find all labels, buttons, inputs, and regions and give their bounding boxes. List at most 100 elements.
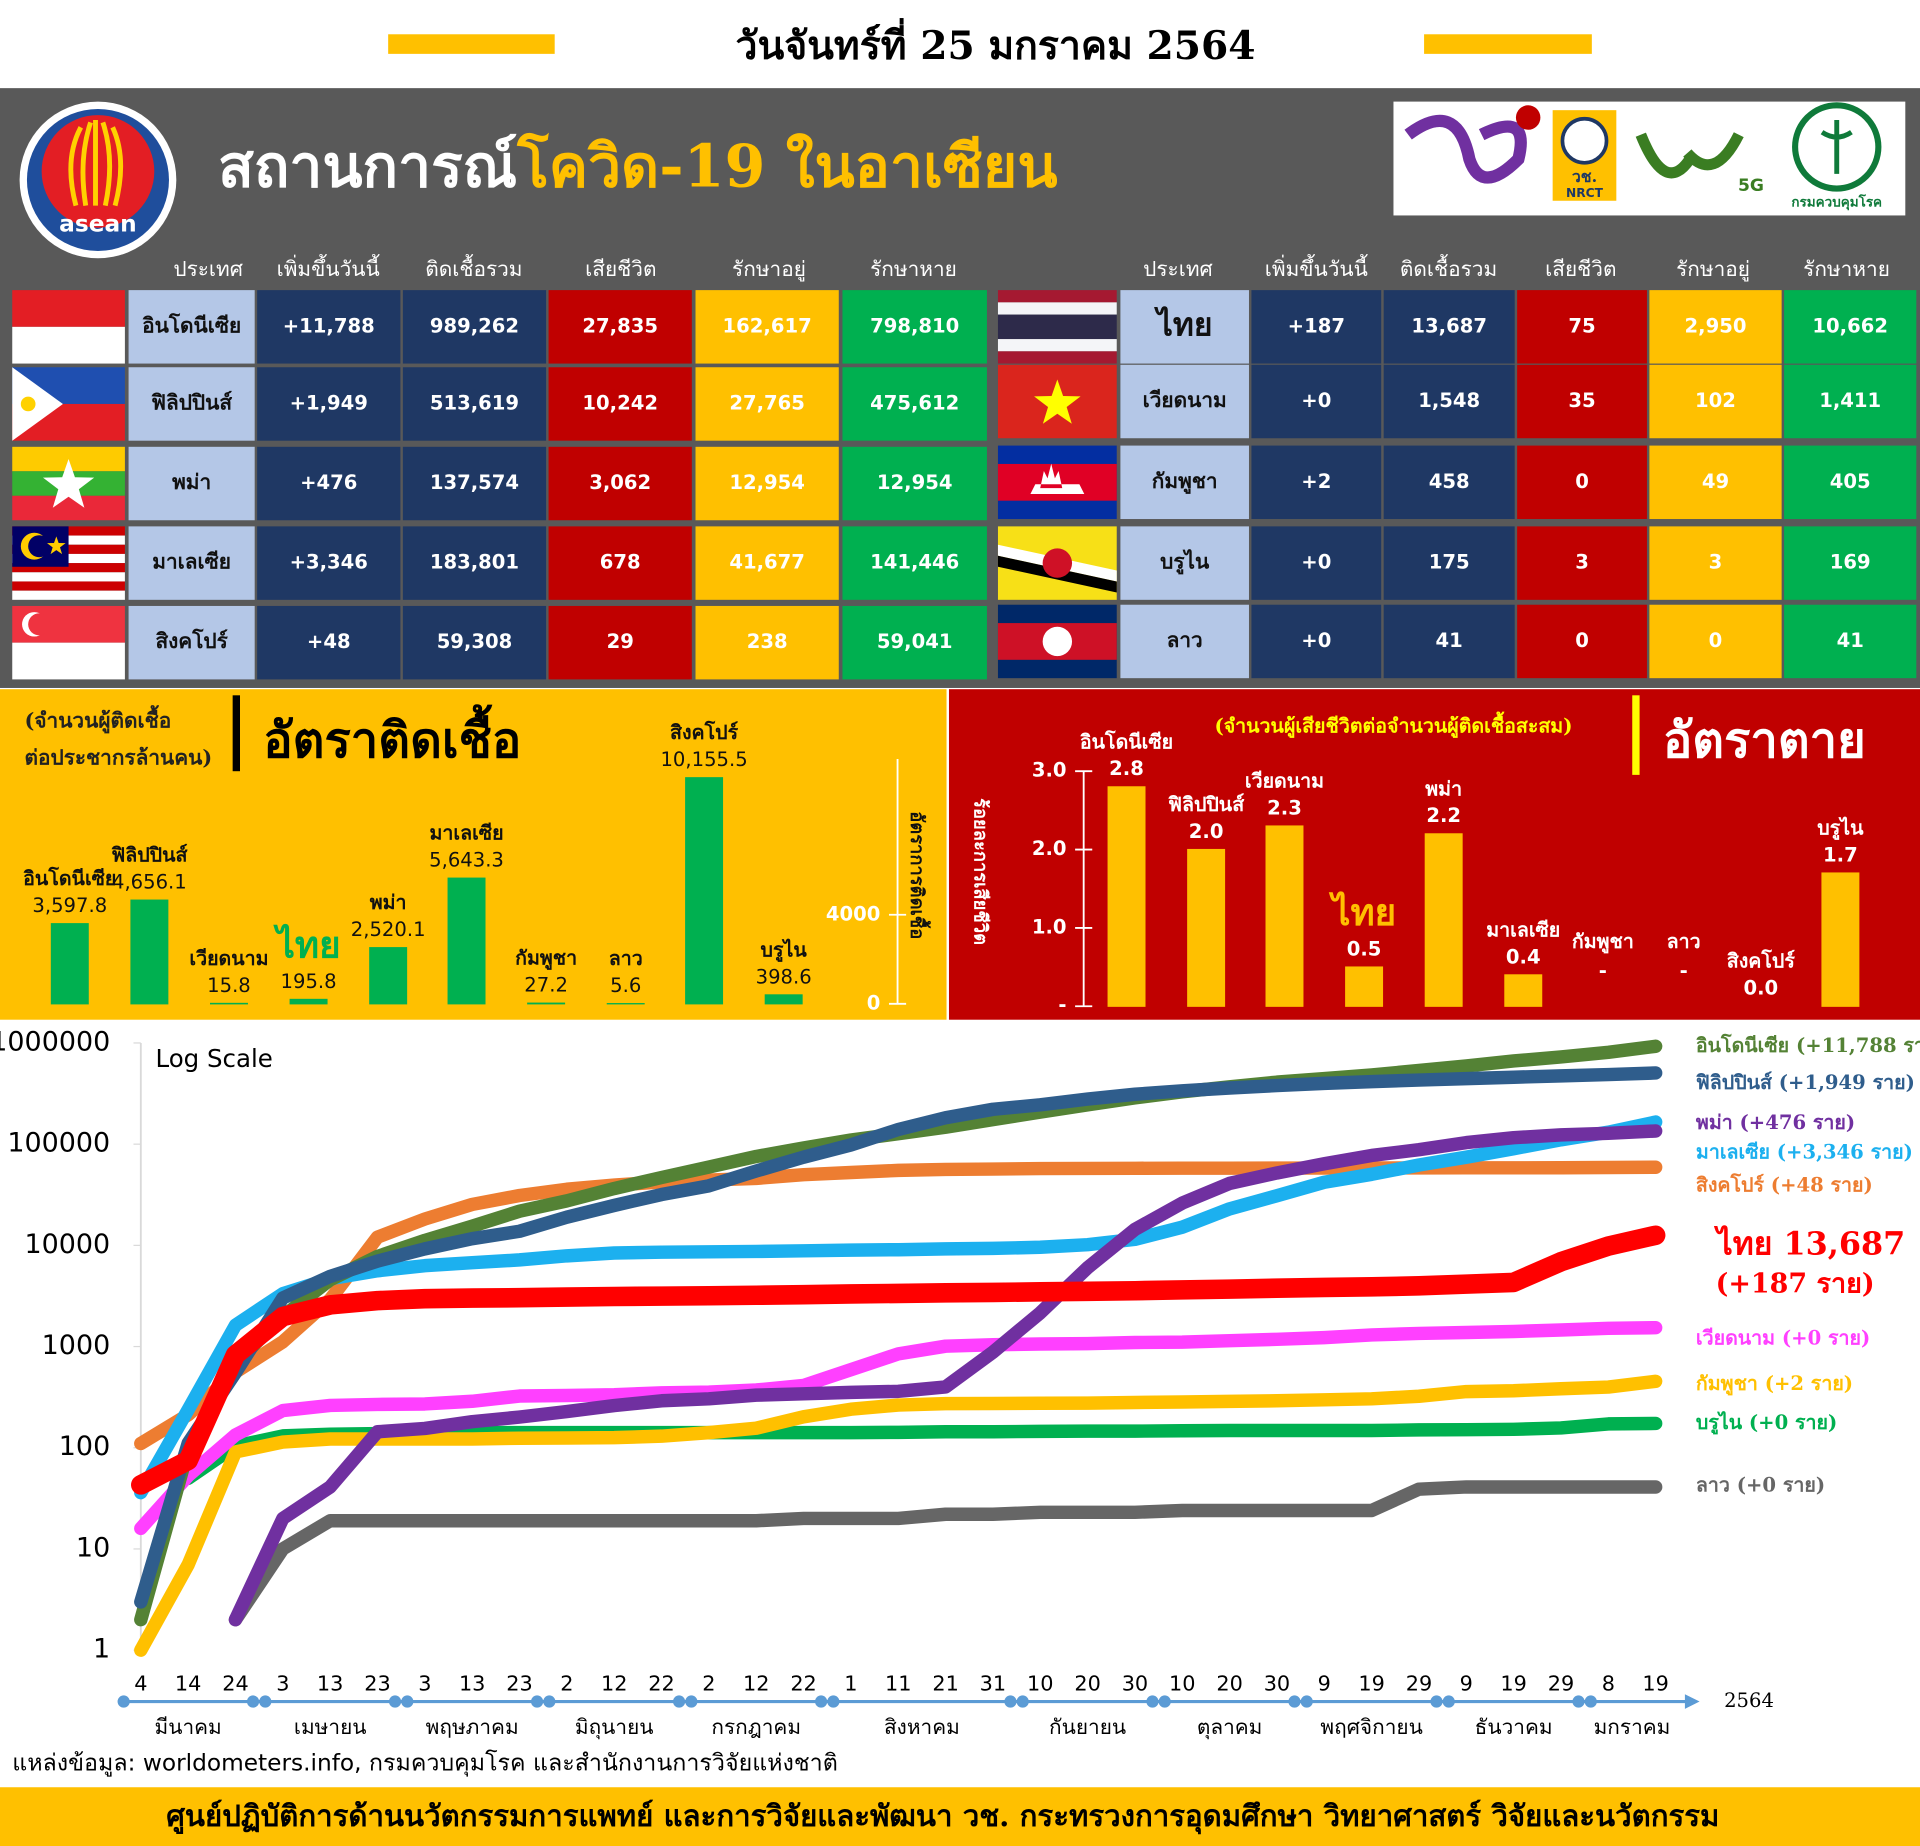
data-cell [1517,445,1647,520]
x-tick-label: 20 [1074,1671,1100,1695]
legend-label: เวียดนาม (+0 ราย) [1696,1327,1870,1350]
country-name: ลาว [1167,627,1203,652]
title-part: สถานการณ์ [218,131,517,200]
x-tick-label: 29 [1406,1671,1432,1695]
name-cell [1120,364,1249,439]
x-tick-label: 20 [1216,1671,1242,1695]
x-tick-label: 24 [222,1671,248,1695]
y-tick-label: 0 [867,991,881,1014]
timeline-dot [1300,1695,1313,1708]
table-header: รักษาอยู่ [1676,257,1750,282]
table-header: เสียชีวิต [1545,257,1616,281]
y-tick-label: 3.0 [1032,759,1067,782]
cell-value: 0 [1709,629,1723,652]
cell-value: 12,954 [729,471,805,494]
month-label: ตุลาคม [1197,1715,1263,1740]
cell-value: 10,662 [1812,314,1888,337]
cell-value: 405 [1830,470,1871,493]
data-cell [257,446,401,521]
month-label: มกราคม [1594,1715,1671,1739]
value-label: 2.8 [1109,757,1144,780]
timeline-dot [117,1695,130,1708]
bar [685,777,724,1005]
cell-value: 59,308 [437,630,513,653]
data-cell [1383,445,1515,520]
cell-value: +0 [1301,629,1331,652]
footer-org: ศูนย์ปฏิบัติการด้านนวัตกรรมการแพทย์ และก… [166,1798,1719,1834]
category-label: อินโดนีเซีย [23,866,116,890]
banner-title: สถานการณ์โควิด-19 ในอาเซียน [218,131,1058,200]
x-tick-label: 10 [1027,1671,1053,1695]
x-tick-label: 3 [276,1671,289,1695]
data-cell [402,605,547,680]
month-label: กันยายน [1049,1715,1126,1739]
x-tick-label: 3 [418,1671,431,1695]
x-tick-label: 11 [885,1671,911,1695]
chart-title: อัตราตาย [1663,711,1866,769]
cell-value: 49 [1702,470,1729,493]
table-header: ติดเชื้อรวม [425,254,522,281]
timeline-dot [388,1695,402,1708]
table-header: เสียชีวิต [585,257,656,281]
category-label: บรูไน [761,937,808,963]
x-tick-label: 22 [648,1671,674,1695]
cell-value: 29 [607,630,634,653]
cell-value: 41,677 [729,551,805,574]
x-tick-label: 2 [560,1671,573,1695]
bar [1265,825,1304,1007]
name-cell [1120,526,1249,600]
data-cell [1383,526,1515,600]
legend-label: ฟิลิปปินส์ (+1,949 ราย) [1695,1071,1914,1094]
bar [447,877,486,1005]
bar [1345,966,1384,1007]
flag [12,290,125,327]
data-cell [842,367,987,441]
legend-label: ไทย 13,687 [1714,1225,1906,1263]
country-name: สิงคโปร์ [155,628,228,653]
x-tick-label: 12 [743,1671,769,1695]
name-cell [128,446,255,521]
x-tick-label: 19 [1500,1671,1526,1695]
data-cell [257,290,401,364]
logo-shape [1404,114,1527,184]
data-cell [402,526,547,600]
value-label: 398.6 [756,965,812,988]
cell-value: +2 [1301,470,1331,493]
y-tick-label: 2.0 [1032,837,1067,860]
data-cell [548,446,692,521]
value-label: 10,155.5 [660,748,747,771]
cell-value: +187 [1288,314,1345,337]
cell-value: +3,346 [290,551,368,574]
x-tick-label: 12 [601,1671,627,1695]
title-bar [1632,695,1640,775]
data-cell [1383,604,1515,679]
value-label: 0.5 [1347,937,1382,960]
data-cell [842,290,987,364]
cell-value: 0 [1575,470,1589,493]
data-cell [1649,290,1782,364]
logo-text: NRCT [1566,186,1604,200]
source: แหล่งข้อมูล: worldometers.info, กรมควบคุ… [12,1749,838,1777]
cell-value: 59,041 [877,630,953,653]
data-cell [1517,290,1647,364]
data-cell [257,367,401,441]
timeline-dot [259,1695,272,1708]
cell-value: 162,617 [723,314,812,337]
flag [997,351,1117,364]
cell-value: 798,810 [870,314,959,337]
value-label: 15.8 [207,974,251,997]
x-tick-label: 9 [1318,1671,1331,1695]
timeline-dot [1146,1695,1159,1708]
category-label: พม่า [1425,777,1462,800]
table-header: ติดเชื้อรวม [1400,254,1497,281]
timeline-dot [1442,1695,1455,1708]
timeline-dot [1158,1695,1171,1708]
cell-value: 75 [1568,314,1595,337]
x-tick-label: 19 [1642,1671,1668,1695]
timeline-dot [672,1695,686,1708]
data-cell [695,446,839,521]
flag [997,339,1117,352]
x-tick-label: 2 [702,1671,715,1695]
category-label: สิงคโปร์ [1727,949,1796,973]
